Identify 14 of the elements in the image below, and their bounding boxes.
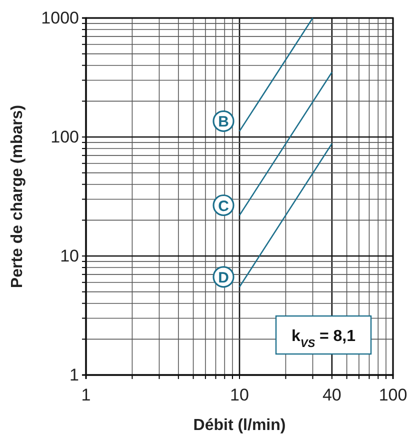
y-axis-title: Perte de charge (mbars) — [9, 104, 26, 288]
x-tick-label: 10 — [230, 386, 249, 405]
y-tick-label: 1 — [70, 365, 79, 384]
series-label: C — [218, 198, 230, 215]
y-tick-label: 100 — [50, 127, 79, 146]
y-tick-label: 1000 — [41, 8, 79, 28]
annotation: k$_{VS}$ = 8,1 — [291, 328, 356, 350]
series-label: D — [218, 269, 230, 286]
series-label: B — [218, 114, 230, 131]
x-tick-label: 100 — [378, 386, 408, 405]
x-tick-label: 1 — [81, 386, 91, 405]
x-tick-label: 40 — [322, 386, 342, 405]
x-axis-title: Débit (l/min) — [193, 417, 286, 434]
y-tick-label: 10 — [60, 246, 79, 266]
